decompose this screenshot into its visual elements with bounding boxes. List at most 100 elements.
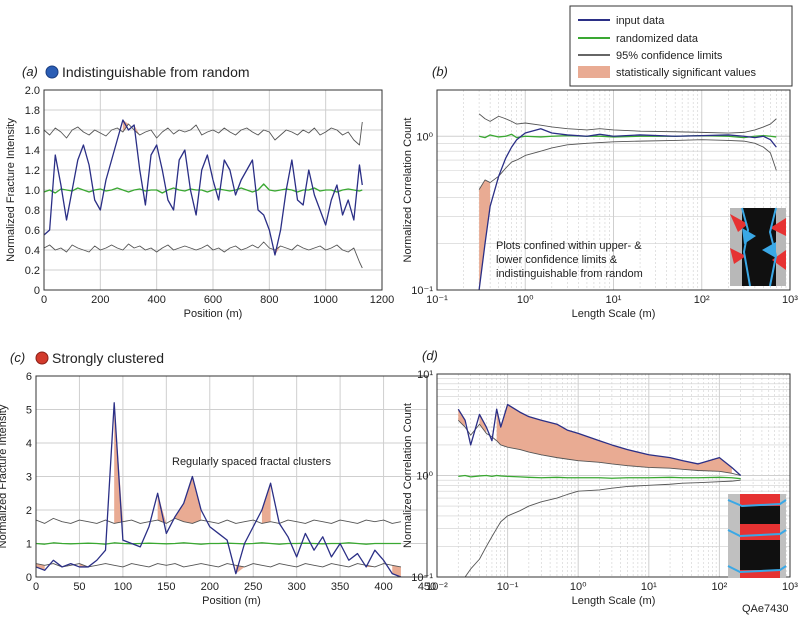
panel-a-title: Indistinguishable from random — [62, 64, 250, 80]
x-tick-label: 10⁻¹ — [497, 581, 519, 593]
significant-region — [157, 493, 167, 524]
significant-region — [458, 409, 466, 428]
panel-b-inset-image — [730, 207, 786, 287]
x-tick-label: 10³ — [782, 581, 798, 593]
plot-area — [44, 119, 363, 269]
x-axis-label: Length Scale (m) — [572, 308, 656, 320]
y-axis-label: Normalized Fracture Intensity — [5, 118, 17, 262]
y-tick-label: 10⁰ — [416, 471, 433, 483]
significant-region — [479, 414, 487, 434]
y-tick-label: 0.6 — [25, 225, 40, 237]
tick-labels: 0 50 100 150 200 250 300 350 400 450 0 1 2 3 4 5 6 — [26, 371, 436, 593]
y-tick-label: 10⁻¹ — [411, 572, 433, 584]
panel-b-annotation-1: Plots confined within upper- & — [496, 240, 642, 252]
x-tick-label: 450 — [418, 581, 436, 593]
y-tick-label: 10⁰ — [416, 131, 433, 143]
y-tick-label: 2.0 — [25, 85, 40, 97]
panel-c-marker — [35, 351, 49, 365]
significant-fills — [458, 404, 732, 474]
y-tick-label: 0 — [26, 572, 32, 584]
x-tick-label: 200 — [91, 294, 109, 306]
x-tick-label: 10³ — [782, 294, 798, 306]
x-axis-label: Position (m) — [184, 308, 243, 320]
randomized-data-line — [458, 474, 741, 480]
y-tick-label: 0.8 — [25, 205, 40, 217]
panel-a-letter: (a) — [22, 64, 38, 79]
x-tick-label: 0 — [33, 581, 39, 593]
significant-region — [175, 476, 202, 524]
x-tick-label: 250 — [244, 581, 262, 593]
x-tick-label: 100 — [114, 581, 132, 593]
axes-frame — [43, 89, 383, 291]
legend-random-label: randomized data — [616, 33, 699, 45]
y-tick-label: 0 — [34, 285, 40, 297]
panel-b-chart: 10⁻¹ 10⁰ 10¹ 10² 10³ 10⁻¹ 10⁰ Length Scale (m) N… — [402, 89, 798, 320]
axes-frame — [35, 375, 428, 578]
input-data-line — [478, 128, 777, 290]
upper-confidence-line — [36, 517, 402, 524]
x-tick-label: 10¹ — [606, 294, 622, 306]
x-tick-label: 150 — [157, 581, 175, 593]
panel-b-letter: (b) — [432, 64, 448, 79]
x-tick-label: 10² — [711, 581, 727, 593]
panel-b-annotation-2: lower confidence limits & — [496, 254, 618, 266]
x-tick-label: 200 — [201, 581, 219, 593]
axes-frame — [436, 89, 791, 291]
panel-a-chart: 0 200 400 600 800 1000 1200 0 0.2 0.4 0.6 0.8 1.0 1.2… — [5, 85, 394, 320]
upper-confidence-line — [457, 419, 741, 476]
significant-region — [479, 179, 491, 290]
x-tick-label: 10⁰ — [570, 581, 587, 593]
randomized-data-line — [44, 183, 363, 194]
x-tick-label: 10¹ — [641, 581, 657, 593]
figure-id: QAe7430 — [742, 603, 788, 615]
y-tick-label: 1.0 — [25, 185, 40, 197]
legend-significant-swatch — [578, 66, 610, 78]
legend-confidence-label: 95% confidence limits — [616, 50, 723, 62]
significant-fills — [122, 120, 281, 255]
panel-c-annotation: Regularly spaced fractal clusters — [172, 456, 331, 468]
y-tick-label: 1.4 — [25, 145, 40, 157]
x-tick-label: 800 — [260, 294, 278, 306]
x-axis-label: Length Scale (m) — [572, 595, 656, 607]
tick-labels: 0 200 400 600 800 1000 1200 0 0.2 0.4 0.6 0.8 1.0 1.2… — [25, 85, 395, 306]
x-tick-label: 400 — [147, 294, 165, 306]
x-tick-label: 50 — [73, 581, 85, 593]
input-data-line — [36, 402, 402, 577]
significant-fills — [36, 402, 401, 577]
x-tick-label: 400 — [374, 581, 392, 593]
y-tick-label: 1 — [26, 539, 32, 551]
y-tick-label: 0.4 — [25, 245, 40, 257]
x-tick-label: 1200 — [370, 294, 394, 306]
panel-a-marker — [45, 65, 59, 79]
y-tick-label: 5 — [26, 405, 32, 417]
lower-confidence-line — [44, 241, 363, 269]
x-tick-label: 1000 — [313, 294, 337, 306]
x-tick-label: 10⁻¹ — [426, 294, 448, 306]
panel-c-chart: 0 50 100 150 200 250 300 350 400 450 0 1 2 3 4 5 6 Positi… — [0, 371, 436, 607]
y-axis-label: Normalized Fracture Intensity — [0, 404, 9, 548]
lower-confidence-line — [458, 479, 741, 577]
significant-fills — [479, 179, 491, 290]
x-tick-label: 10⁻² — [426, 581, 448, 593]
y-tick-label: 6 — [26, 371, 32, 383]
upper-confidence-line — [44, 121, 363, 146]
panel-b-annotation-3: indistinguishable from random — [496, 268, 643, 280]
tick-labels: 10⁻¹ 10⁰ 10¹ 10² 10³ 10⁻¹ 10⁰ — [411, 131, 798, 306]
x-tick-label: 600 — [204, 294, 222, 306]
upper-confidence-line — [478, 113, 777, 134]
significant-region — [274, 246, 281, 255]
y-tick-label: 10⁻¹ — [411, 285, 433, 297]
y-tick-label: 4 — [26, 438, 32, 450]
significant-region — [134, 125, 140, 135]
x-tick-label: 0 — [41, 294, 47, 306]
y-tick-label: 1.6 — [25, 125, 40, 137]
significant-region — [261, 483, 271, 524]
panel-d-letter: (d) — [422, 348, 438, 363]
x-tick-label: 300 — [287, 581, 305, 593]
y-tick-label: 1.2 — [25, 165, 40, 177]
grid — [35, 375, 428, 578]
panel-c-letter: (c) — [10, 350, 25, 365]
